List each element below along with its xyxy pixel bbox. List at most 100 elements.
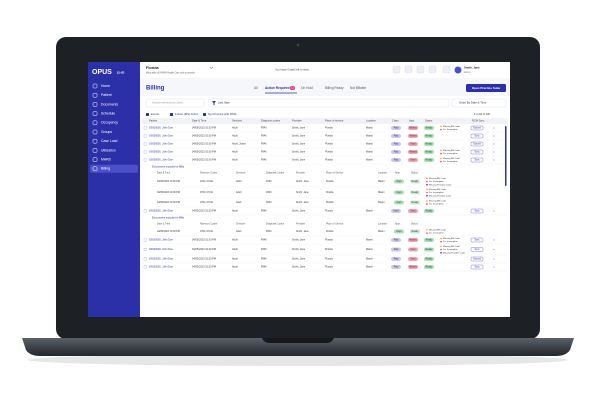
cell: Florida <box>325 135 333 138</box>
top-icon[interactable] <box>416 65 425 74</box>
checkbox[interactable] <box>143 248 147 251</box>
sync-button[interactable] <box>470 256 484 262</box>
note: Missing ER Code <box>443 158 461 160</box>
checkbox[interactable] <box>143 158 147 162</box>
tab[interactable]: Billing Ready <box>325 86 344 90</box>
nav-item[interactable]: Patient <box>101 93 112 97</box>
more[interactable] <box>493 151 495 153</box>
badge <box>408 238 418 242</box>
nav-item[interactable]: Home <box>101 84 110 88</box>
checkbox[interactable] <box>143 126 147 130</box>
badge-text: Missed <box>409 128 417 130</box>
sync-button[interactable] <box>470 149 484 155</box>
note: Missing Provider Code <box>443 251 466 254</box>
nav-item[interactable]: Documents <box>101 102 118 106</box>
more[interactable] <box>493 143 495 145</box>
note: Dx. Incomplete <box>443 240 458 243</box>
tab[interactable]: Not Billable <box>350 86 366 90</box>
more[interactable] <box>493 249 495 250</box>
tab[interactable]: Action Required <box>265 86 290 90</box>
cell: SS000000, John Doe <box>149 266 173 269</box>
tab[interactable]: On Hold <box>301 86 313 90</box>
badge-text: Paid <box>394 267 399 269</box>
sub-cell: Florida <box>326 201 334 204</box>
nav-item[interactable]: MARS <box>101 157 112 161</box>
checkbox[interactable] <box>143 265 147 269</box>
badge-text: Ready <box>426 128 433 130</box>
cell: Adult <box>232 127 238 130</box>
notch <box>262 338 334 343</box>
more[interactable] <box>493 159 495 161</box>
more[interactable] <box>493 135 495 137</box>
action[interactable]: Export <box>151 112 159 116</box>
more[interactable] <box>493 266 495 268</box>
action[interactable]: Synchronize with RCM <box>208 112 237 116</box>
sync-button[interactable] <box>470 208 484 214</box>
cell: SS000000, John Doe <box>149 258 173 261</box>
more[interactable] <box>493 258 495 260</box>
cell: Adult <box>232 258 238 261</box>
badge <box>391 142 401 146</box>
checkbox[interactable] <box>143 257 147 261</box>
action-icon <box>146 113 149 116</box>
cell: F840 <box>261 210 267 213</box>
nav-item[interactable]: Billing <box>101 167 110 171</box>
more[interactable] <box>493 210 495 212</box>
top-icon[interactable] <box>392 65 401 74</box>
cell: Smith, Jane <box>292 266 306 269</box>
more[interactable] <box>493 239 495 241</box>
badge <box>391 134 401 138</box>
badge <box>391 257 401 261</box>
tab[interactable]: All <box>254 86 258 90</box>
order-box[interactable] <box>451 98 507 108</box>
sub-cell: Miami <box>378 180 385 183</box>
badge <box>391 150 401 154</box>
checkbox[interactable] <box>143 209 147 213</box>
top-icon[interactable] <box>404 65 413 74</box>
checkbox[interactable] <box>143 150 147 154</box>
action[interactable]: Future (MS) Action <box>175 112 199 116</box>
badge <box>391 265 401 269</box>
nav-item[interactable]: Utilization <box>101 148 116 152</box>
badge-text: Ready <box>426 267 433 269</box>
cell: Miami <box>366 210 373 213</box>
badge-text: Hold <box>394 211 399 213</box>
cell: Florida <box>325 210 333 213</box>
badge <box>424 158 434 162</box>
nav-icon <box>92 148 98 153</box>
cell: Miami <box>366 239 373 242</box>
nav-item[interactable]: Groups <box>101 130 112 134</box>
sync-button[interactable] <box>470 264 484 270</box>
table-header: Services <box>232 119 243 123</box>
cell: Florida <box>325 159 333 162</box>
nav-item[interactable]: Schedule <box>101 111 115 115</box>
button[interactable] <box>466 84 506 92</box>
note: Dx. Incomplete <box>443 160 458 163</box>
filter-box[interactable] <box>208 98 450 108</box>
more[interactable] <box>493 127 495 129</box>
sub-header: Date & Time <box>157 223 171 226</box>
top-icon[interactable] <box>442 65 451 74</box>
checkbox[interactable] <box>143 238 147 242</box>
sync-button[interactable] <box>470 141 484 147</box>
table-header: Provider <box>292 119 302 123</box>
sync-button[interactable] <box>470 125 484 131</box>
sync-button[interactable] <box>470 157 484 163</box>
sync-button[interactable] <box>470 247 484 252</box>
nav-item[interactable]: Occupancy <box>101 121 118 125</box>
cell: Smith, Jane <box>292 239 306 242</box>
top-icon[interactable] <box>428 65 437 74</box>
checkbox[interactable] <box>143 134 147 138</box>
sync-button[interactable] <box>470 133 484 139</box>
badge-text: Paid <box>394 128 399 130</box>
badge-text: Kept <box>397 201 402 204</box>
checkbox[interactable] <box>143 142 147 146</box>
sync-button[interactable] <box>470 237 484 243</box>
note-dot <box>440 160 442 163</box>
nav-item[interactable]: Case Load <box>101 139 118 143</box>
sub-cell: 0700, 0724x <box>200 230 214 233</box>
cell: Miami <box>366 143 373 146</box>
search-box[interactable] <box>145 98 205 108</box>
note-dot <box>426 194 428 197</box>
sub-cell: 04/05/2023 10:30 PM <box>157 191 180 194</box>
